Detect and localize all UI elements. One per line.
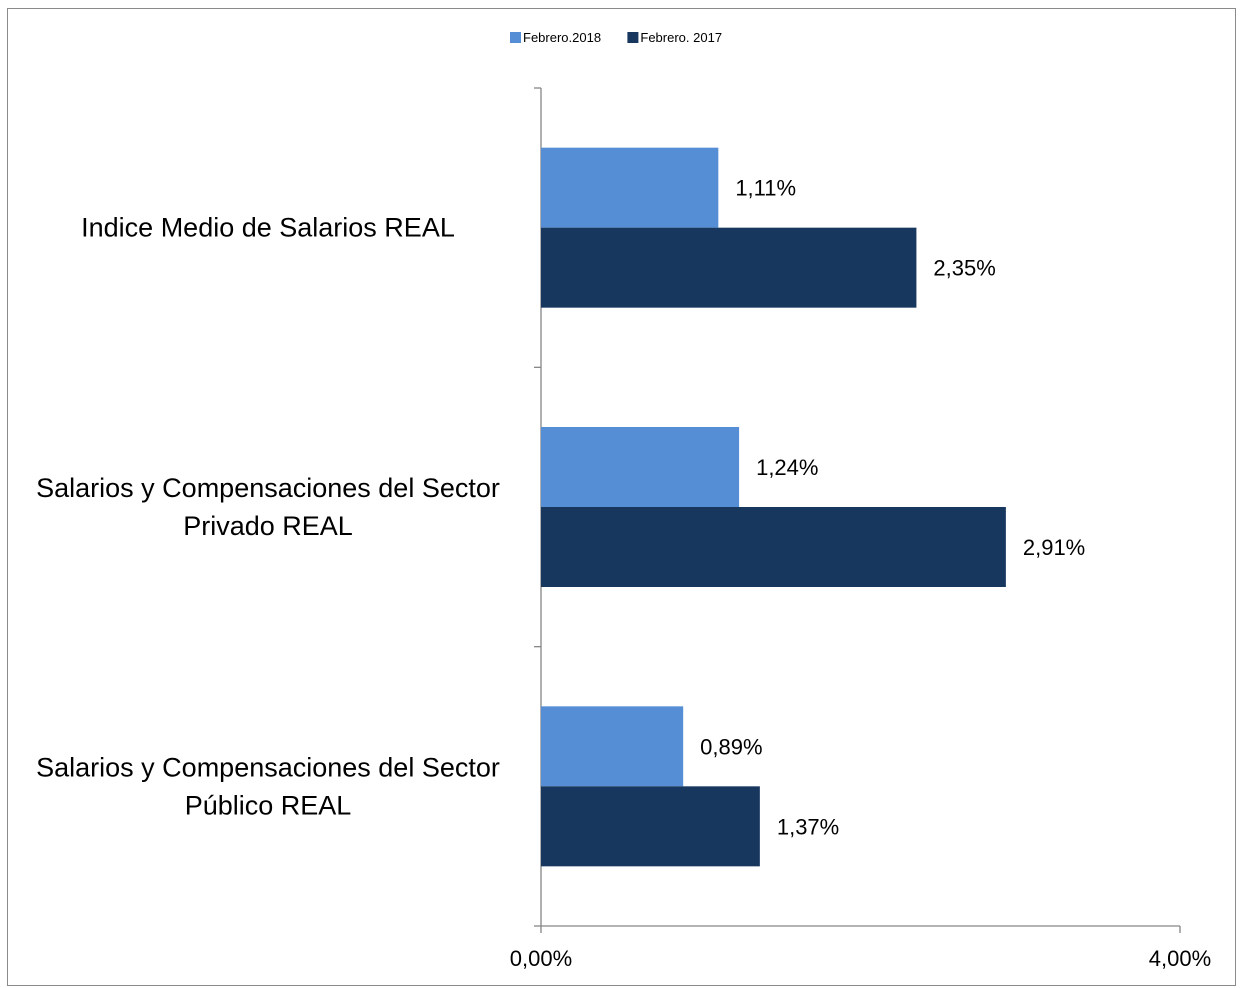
data-label: 1,24%: [756, 455, 818, 480]
data-label: 2,35%: [933, 256, 995, 281]
category-labels: Indice Medio de Salarios REAL Salarios y …: [36, 213, 500, 821]
data-labels: 1,11% 2,35% 1,24% 2,91% 0,89% 1,37%: [700, 176, 1085, 840]
legend-label: Febrero.2018: [523, 30, 601, 45]
category-label-line: Indice Medio de Salarios REAL: [81, 213, 455, 243]
legend-label: Febrero. 2017: [640, 30, 722, 45]
category-label: Indice Medio de Salarios REAL: [81, 213, 455, 243]
bar: [541, 227, 917, 308]
category-label-line: Salarios y Compensaciones del Sector: [36, 473, 500, 503]
category-label: Salarios y Compensaciones del Sector Públ…: [36, 752, 500, 820]
bar: [541, 706, 684, 787]
category-label: Salarios y Compensaciones del Sector Priv…: [36, 473, 500, 541]
data-label: 0,89%: [700, 734, 762, 759]
data-label: 1,11%: [735, 176, 796, 201]
legend-swatch: [627, 32, 639, 43]
x-tick-label: 0,00%: [510, 946, 572, 971]
category-label-line: Privado REAL: [183, 511, 353, 541]
data-label: 1,37%: [777, 814, 839, 839]
category-label-line: Salarios y Compensaciones del Sector: [36, 752, 500, 782]
x-tick-label: 4,00%: [1149, 946, 1211, 971]
bar: [541, 786, 760, 867]
bars: [541, 147, 1006, 867]
bar: [541, 427, 740, 507]
legend: Febrero.2018 Febrero. 2017: [510, 30, 722, 45]
data-label: 2,91%: [1023, 535, 1085, 560]
bar: [541, 507, 1006, 587]
category-label-line: Público REAL: [185, 790, 352, 820]
legend-swatch: [510, 32, 521, 43]
bar: [541, 147, 719, 228]
